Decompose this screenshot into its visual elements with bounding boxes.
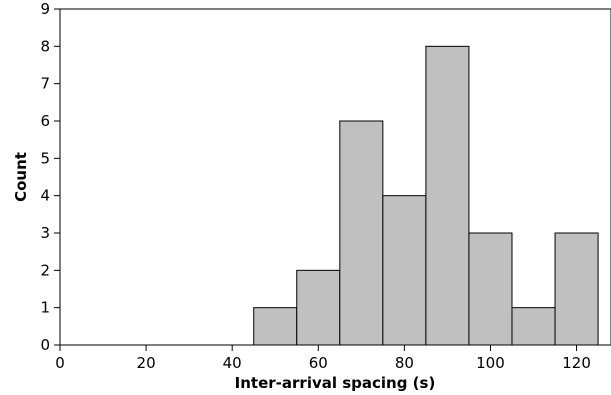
histogram-bar (253, 307, 298, 346)
histogram-bar (554, 232, 599, 346)
histogram-bar (425, 45, 470, 346)
x-tick-label: 40 (223, 354, 242, 372)
y-tick-label: 0 (40, 336, 50, 354)
x-tick-label: 100 (476, 354, 505, 372)
x-axis-label: Inter-arrival spacing (s) (235, 374, 436, 392)
bars-group (253, 45, 599, 346)
y-tick-label: 6 (40, 112, 50, 130)
y-axis-label: Count (12, 152, 30, 202)
y-tick-label: 3 (40, 224, 50, 242)
y-tick-label: 5 (40, 149, 50, 167)
histogram-bar (382, 195, 427, 346)
y-tick-label: 8 (40, 37, 50, 55)
y-tick-label: 9 (40, 0, 50, 18)
x-tick-label: 20 (137, 354, 156, 372)
y-tick-label: 2 (40, 261, 50, 279)
histogram-bar (339, 120, 384, 346)
histogram-bar (468, 232, 513, 346)
histogram-bar (296, 269, 341, 346)
x-tick-label: 0 (55, 354, 65, 372)
x-tick-label: 120 (562, 354, 591, 372)
y-tick-label: 4 (40, 187, 50, 205)
x-tick-label: 60 (309, 354, 328, 372)
x-tick-label: 80 (395, 354, 414, 372)
x-axis-ticks: 0 20 40 60 80 100 120 (55, 345, 591, 372)
y-axis-ticks: 0 1 2 3 4 5 6 7 8 9 (40, 0, 60, 354)
y-tick-label: 7 (40, 75, 50, 93)
histogram-bar (511, 307, 556, 346)
y-tick-label: 1 (40, 299, 50, 317)
